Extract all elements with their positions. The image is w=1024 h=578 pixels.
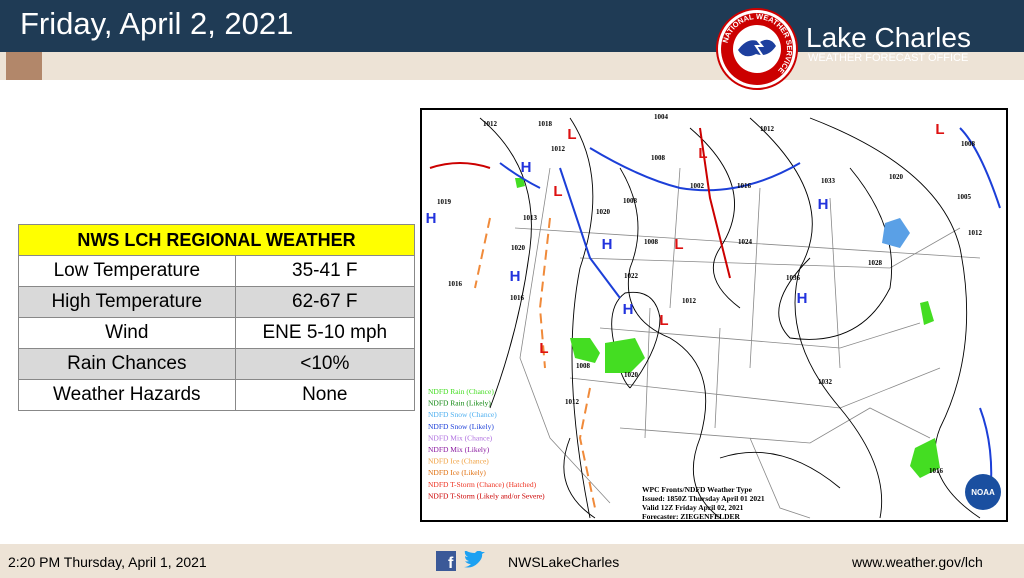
low-pressure: L: [567, 126, 576, 143]
social-icons: f: [436, 551, 485, 572]
office-name: Lake Charles: [806, 22, 971, 53]
pressure-label: 1036: [786, 274, 801, 282]
legend-item: NDFD T-Storm (Chance) (Hatched): [428, 480, 537, 489]
noaa-logo: [965, 474, 1001, 510]
low-pressure: L: [698, 145, 707, 162]
pressure-label: 1020: [511, 244, 526, 252]
legend-item: NDFD Snow (Likely): [428, 422, 494, 431]
cell: Wind: [18, 317, 236, 349]
pressure-label: 1008: [651, 154, 666, 162]
pressure-label: 1016: [448, 280, 463, 288]
pressure-label: 1013: [523, 214, 538, 222]
title: Friday, April 2, 2021: [20, 6, 294, 41]
map-caption: Valid 12Z Friday April 02, 2021: [642, 503, 744, 512]
pressure-label: 1008: [961, 140, 976, 148]
pressure-label: 1016: [929, 467, 944, 475]
legend-item: NDFD Mix (Chance): [428, 433, 493, 442]
legend-item: NDFD Ice (Chance): [428, 457, 489, 466]
pressure-label: 1033: [821, 177, 836, 185]
header-bar: Friday, April 2, 2021: [0, 0, 1024, 52]
high-pressure: H: [602, 236, 613, 253]
low-pressure: L: [539, 340, 548, 357]
cell: Weather Hazards: [18, 379, 236, 411]
low-pressure: L: [553, 183, 562, 200]
map-caption: WPC Fronts/NDFD Weather Type: [642, 485, 753, 494]
svg-text:f: f: [448, 555, 454, 572]
pressure-label: 1008: [623, 197, 638, 205]
legend-item: NDFD Mix (Likely): [428, 445, 490, 454]
pressure-label: 1032: [818, 378, 833, 386]
high-pressure: H: [623, 301, 634, 318]
cell: Rain Chances: [18, 348, 236, 380]
header-strip: [0, 52, 1024, 80]
cell: 62-67 F: [234, 286, 416, 318]
accent-square: [6, 52, 42, 80]
pressure-label: 1020: [596, 208, 611, 216]
website: www.weather.gov/lch: [852, 554, 983, 570]
pressure-label: 1008: [644, 238, 659, 246]
pressure-label: 1012: [483, 120, 498, 128]
legend-item: NDFD Rain (Likely): [428, 399, 491, 408]
pressure-label: 1005: [957, 193, 972, 201]
cell: High Temperature: [18, 286, 236, 318]
map-caption: Issued: 1850Z Thursday April 01 2021: [642, 494, 765, 503]
low-pressure: L: [659, 312, 668, 329]
pressure-label: 1016: [737, 182, 752, 190]
pressure-label: 1020: [624, 371, 639, 379]
office-subtitle: WEATHER FORECAST OFFICE: [808, 52, 969, 64]
pressure-label: 1022: [624, 272, 639, 280]
high-pressure: H: [510, 268, 521, 285]
legend-item: NDFD T-Storm (Likely and/or Severe): [428, 491, 545, 500]
weather-table: NWS LCH REGIONAL WEATHER Low Temperature…: [18, 224, 416, 411]
noaa-text: NOAA: [971, 488, 995, 497]
pressure-label: 1004: [654, 113, 669, 121]
map-caption: Forecaster: ZIEGENFELDER: [642, 512, 741, 521]
pressure-label: 1019: [437, 198, 452, 206]
cell: 35-41 F: [234, 255, 416, 287]
cell: <10%: [234, 348, 416, 380]
cell: ENE 5-10 mph: [234, 317, 416, 349]
fronts: [429, 127, 1001, 509]
low-pressure: L: [674, 236, 683, 253]
high-pressure: H: [426, 210, 437, 227]
pressure-label: 1024: [738, 238, 753, 246]
pressure-label: 1018: [538, 120, 553, 128]
high-pressure: H: [818, 196, 829, 213]
precip-areas: [515, 178, 940, 478]
high-pressure: H: [797, 290, 808, 307]
low-pressure: L: [935, 121, 944, 138]
nws-logo: NATIONAL WEATHER SERVICE: [716, 8, 798, 90]
pressure-label: 1012: [968, 229, 983, 237]
social-handle: NWSLakeCharles: [508, 554, 620, 570]
pressure-label: 1008: [576, 362, 591, 370]
footer: 2:20 PM Thursday, April 1, 2021 f NWSLak…: [0, 544, 1024, 578]
pressure-label: 1012: [760, 125, 775, 133]
cell: None: [234, 379, 416, 411]
pressure-label: 1020: [889, 173, 904, 181]
pressure-label: 1012: [551, 145, 566, 153]
timestamp: 2:20 PM Thursday, April 1, 2021: [8, 554, 207, 570]
cell: Low Temperature: [18, 255, 236, 287]
legend-item: NDFD Rain (Chance): [428, 387, 494, 396]
weather-map: 1012 1018 1004 1012 1012 1008 1008 1019 1020 1008…: [420, 108, 1008, 522]
pressure-label: 1016: [510, 294, 525, 302]
high-pressure: H: [521, 159, 532, 176]
pressure-label: 1012: [565, 398, 580, 406]
map-labels: 1012 1018 1004 1012 1012 1008 1008 1019 1020 1008…: [426, 113, 983, 521]
pressure-label: 1028: [868, 259, 883, 267]
legend-item: NDFD Ice (Likely): [428, 468, 486, 477]
legend-item: NDFD Snow (Chance): [428, 410, 497, 419]
table-header: NWS LCH REGIONAL WEATHER: [18, 224, 415, 256]
pressure-label: 1012: [682, 297, 697, 305]
pressure-label: 1002: [690, 182, 705, 190]
